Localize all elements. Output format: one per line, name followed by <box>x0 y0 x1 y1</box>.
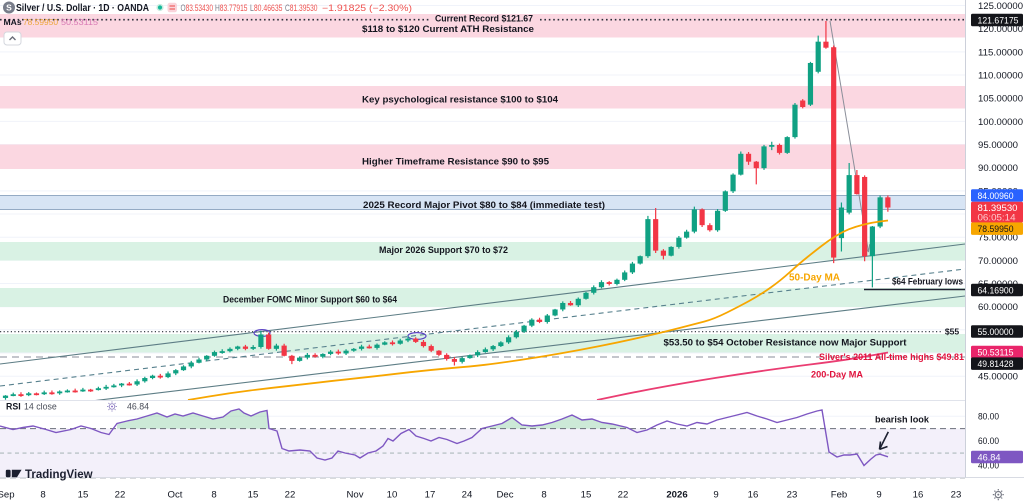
svg-text:Silver / U.S. Dollar · 1D · OA: Silver / U.S. Dollar · 1D · OANDA <box>16 3 149 14</box>
svg-text:9: 9 <box>713 490 718 501</box>
svg-text:Oct: Oct <box>168 490 183 501</box>
svg-text:−1.91825 (−2.30%): −1.91825 (−2.30%) <box>322 3 412 13</box>
svg-text:120.00000: 120.00000 <box>978 24 1023 35</box>
svg-text:Silver's 2011 All-time highs $: Silver's 2011 All-time highs $49.81 <box>819 352 964 362</box>
svg-text:78.59950: 78.59950 <box>978 224 1014 235</box>
svg-text:100.00000: 100.00000 <box>978 117 1023 128</box>
svg-text:105.00000: 105.00000 <box>978 94 1023 105</box>
svg-text:55.00000: 55.00000 <box>978 327 1014 338</box>
svg-text:H83.77915: H83.77915 <box>215 3 248 13</box>
svg-text:TradingView: TradingView <box>25 469 93 481</box>
svg-text:8: 8 <box>541 490 546 501</box>
svg-text:200-Day MA: 200-Day MA <box>811 370 863 380</box>
svg-text:L80.46635: L80.46635 <box>250 3 283 13</box>
svg-text:23: 23 <box>787 490 798 501</box>
svg-text:75.00000: 75.00000 <box>978 233 1018 244</box>
svg-text:16: 16 <box>913 490 924 501</box>
svg-text:C81.39530: C81.39530 <box>285 3 318 13</box>
svg-text:Current Record $121.67: Current Record $121.67 <box>435 14 533 24</box>
svg-text:Key psychological resistance $: Key psychological resistance $100 to $10… <box>362 95 559 105</box>
svg-text:10: 10 <box>387 490 398 501</box>
svg-text:70.00000: 70.00000 <box>978 256 1018 267</box>
svg-text:Nov: Nov <box>346 490 363 501</box>
svg-text:$64 February lows: $64 February lows <box>892 277 963 287</box>
svg-text:22: 22 <box>618 490 629 501</box>
svg-text:Major 2026 Support $70 to $72: Major 2026 Support $70 to $72 <box>379 245 508 255</box>
svg-text:46.84: 46.84 <box>127 402 149 412</box>
svg-text:Higher Timeframe Resistance $9: Higher Timeframe Resistance $90 to $95 <box>362 157 549 167</box>
svg-text:Sep: Sep <box>0 490 15 501</box>
svg-text:Dec: Dec <box>496 490 513 501</box>
svg-text:40.00: 40.00 <box>978 461 999 471</box>
svg-text:45.00000: 45.00000 <box>978 372 1018 383</box>
svg-text:06:05:14: 06:05:14 <box>978 212 1016 222</box>
svg-text:64.16900: 64.16900 <box>978 286 1014 297</box>
svg-text:60.00: 60.00 <box>978 436 999 446</box>
svg-text:O83.53430: O83.53430 <box>181 3 214 13</box>
svg-text:22: 22 <box>115 490 126 501</box>
svg-text:$55: $55 <box>945 326 960 336</box>
svg-text:December FOMC Minor Support $6: December FOMC Minor Support $60 to $64 <box>223 295 398 305</box>
svg-text:49.81428: 49.81428 <box>978 359 1014 370</box>
svg-text:50-Day MA: 50-Day MA <box>789 272 840 283</box>
svg-text:80.00: 80.00 <box>978 412 999 422</box>
svg-text:15: 15 <box>581 490 592 501</box>
svg-text:115.00000: 115.00000 <box>978 47 1023 58</box>
svg-text:bearish look: bearish look <box>875 414 930 424</box>
svg-text:Feb: Feb <box>831 490 848 501</box>
svg-text:110.00000: 110.00000 <box>978 71 1023 82</box>
svg-text:84.00960: 84.00960 <box>978 191 1014 202</box>
svg-text:2026: 2026 <box>666 490 687 501</box>
svg-text:46.84: 46.84 <box>978 453 1002 464</box>
svg-text:16: 16 <box>748 490 759 501</box>
svg-text:RSI: RSI <box>6 402 21 412</box>
svg-text:9: 9 <box>876 490 881 501</box>
svg-text:S: S <box>6 3 12 13</box>
svg-text:23: 23 <box>951 490 962 501</box>
svg-text:121.67175: 121.67175 <box>978 16 1019 27</box>
svg-text:15: 15 <box>78 490 89 501</box>
svg-text:81.39530: 81.39530 <box>978 203 1018 214</box>
svg-text:17: 17 <box>425 490 436 501</box>
svg-text:50.53115: 50.53115 <box>61 17 98 27</box>
svg-text:$53.50 to $54 October Resistan: $53.50 to $54 October Resistance now Maj… <box>664 338 907 348</box>
svg-text:60.00000: 60.00000 <box>978 302 1018 313</box>
svg-text:2025 Record Major Pivot $80 to: 2025 Record Major Pivot $80 to $84 (imme… <box>363 200 605 210</box>
svg-text:22: 22 <box>285 490 296 501</box>
svg-text:78.59950: 78.59950 <box>23 17 58 27</box>
svg-text:95.00000: 95.00000 <box>978 140 1018 151</box>
svg-text:24: 24 <box>462 490 473 501</box>
svg-text:$118 to $120 Current ATH Resis: $118 to $120 Current ATH Resistance <box>362 24 534 34</box>
svg-text:8: 8 <box>40 490 45 501</box>
svg-text:15: 15 <box>248 490 259 501</box>
svg-text:8: 8 <box>211 490 216 501</box>
svg-text:125.00000: 125.00000 <box>978 1 1023 12</box>
svg-text:14 close: 14 close <box>24 402 57 412</box>
svg-text:MAs: MAs <box>4 17 22 27</box>
svg-text:90.00000: 90.00000 <box>978 163 1018 174</box>
svg-text:50.53115: 50.53115 <box>978 348 1014 359</box>
